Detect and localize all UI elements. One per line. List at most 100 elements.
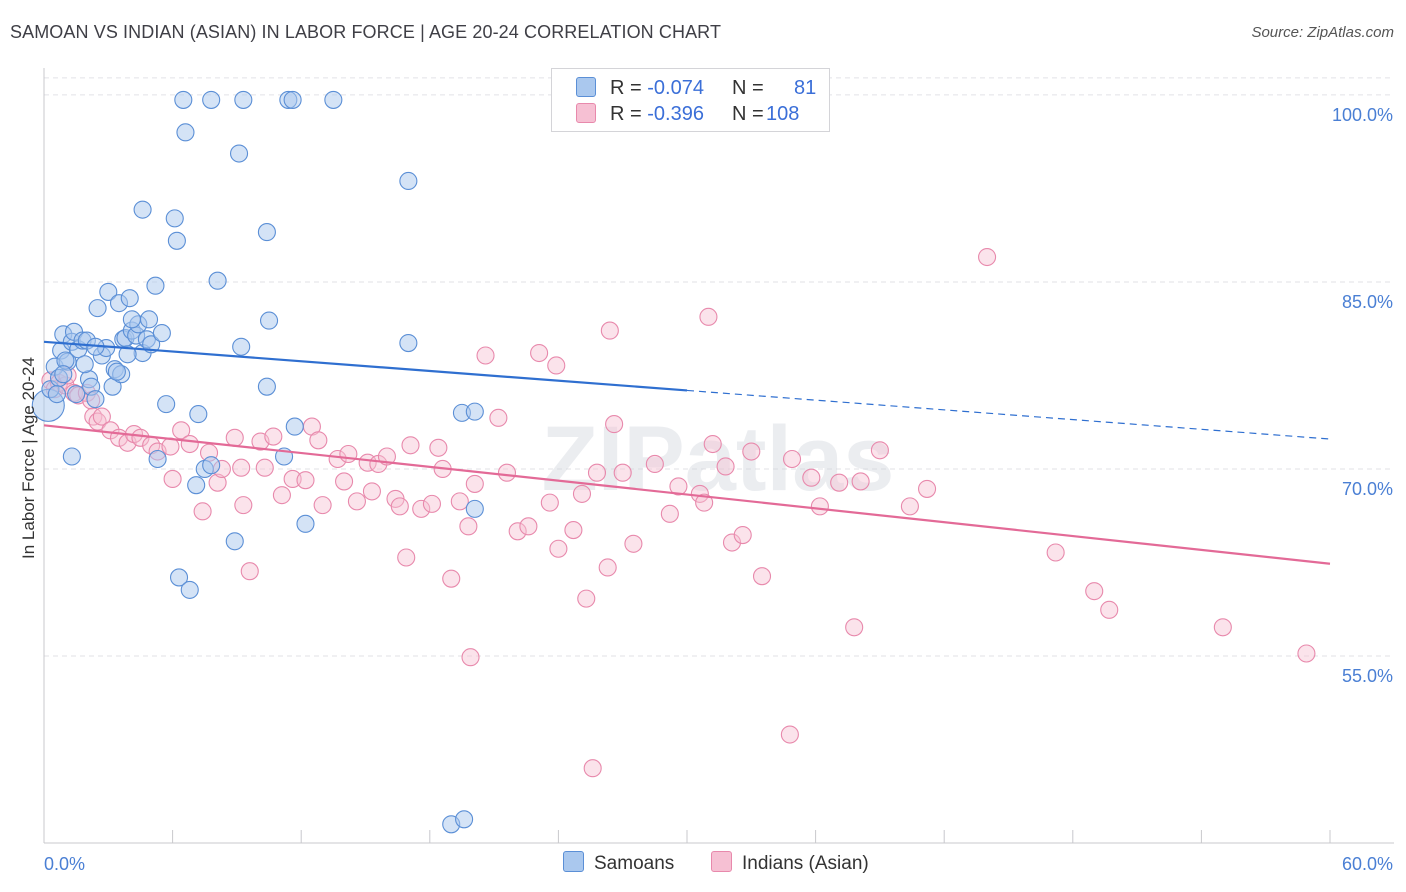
- indians-point: [163, 469, 182, 488]
- indians-point: [519, 517, 538, 536]
- samoans-point: [174, 90, 193, 109]
- y-tick-label: 70.0%: [1342, 479, 1393, 499]
- indians-point: [802, 468, 821, 487]
- indians-point: [234, 496, 253, 515]
- samoans-point: [47, 385, 66, 404]
- indians-point: [587, 463, 607, 482]
- legend-item-indians[interactable]: Indians (Asian): [711, 851, 869, 875]
- samoans-point: [120, 289, 139, 308]
- samoans-point: [189, 405, 208, 424]
- indians-point: [845, 618, 864, 637]
- trend-lines: [43, 340, 1331, 565]
- indians-point: [264, 427, 283, 446]
- samoans-point: [122, 310, 141, 329]
- indians-point: [225, 428, 244, 447]
- indians-point: [733, 525, 752, 545]
- indians-point: [703, 434, 722, 454]
- indians-point: [577, 589, 596, 608]
- samoans-point: [86, 390, 105, 409]
- indians-point: [810, 497, 829, 516]
- samoans-point: [229, 144, 249, 163]
- indians-point: [1085, 582, 1104, 601]
- indians-point: [465, 474, 484, 493]
- indians-point: [782, 449, 802, 469]
- indians-point: [830, 473, 849, 492]
- indians-point: [547, 356, 566, 375]
- r-value-indians: -0.396: [647, 103, 704, 125]
- indians-point: [605, 415, 624, 434]
- samoans-point: [232, 337, 251, 356]
- samoans-point: [455, 810, 474, 829]
- r-label: R =: [610, 103, 648, 125]
- y-tick-label: 55.0%: [1342, 666, 1393, 686]
- n-label: N =: [732, 77, 764, 99]
- samoans-point: [225, 532, 244, 551]
- samoans-point: [257, 223, 276, 242]
- samoans-point: [146, 276, 165, 295]
- samoans-point: [167, 231, 186, 250]
- legend-series: Samoans Indians (Asian): [0, 851, 1406, 877]
- indians-point: [549, 539, 568, 558]
- indians-point: [313, 496, 332, 515]
- indians-point: [296, 471, 315, 490]
- indians-point: [309, 431, 328, 450]
- indians-point: [870, 441, 889, 460]
- r-label: R =: [610, 77, 648, 99]
- indians-point: [339, 444, 358, 464]
- source-label: Source: ZipAtlas.com: [1251, 24, 1394, 41]
- samoans-swatch: [576, 77, 596, 97]
- samoans-point: [296, 514, 315, 533]
- legend-row-samoans: R = -0.074 N = 81: [576, 77, 816, 99]
- indians-point: [442, 569, 461, 588]
- indians-point: [583, 759, 602, 778]
- indians-point: [401, 436, 420, 455]
- indians-point: [489, 408, 508, 427]
- samoans-point: [180, 580, 199, 599]
- indians-points: [41, 247, 1316, 778]
- samoans-point: [62, 447, 81, 466]
- indians-point: [283, 469, 302, 488]
- chart-title: SAMOAN VS INDIAN (ASIAN) IN LABOR FORCE …: [10, 22, 722, 42]
- indians-point: [412, 499, 431, 518]
- samoans-point: [107, 362, 126, 381]
- indians-point: [1046, 543, 1065, 562]
- y-axis-label: In Labor Force | Age 20-24: [19, 357, 38, 559]
- samoans-point: [257, 377, 276, 396]
- indians-point: [780, 725, 799, 744]
- indians-point: [722, 533, 742, 552]
- indians-point: [461, 648, 480, 667]
- samoans-point: [465, 499, 484, 518]
- samoans-point: [259, 311, 279, 330]
- samoans-point: [399, 171, 418, 191]
- n-value-samoans: 81: [794, 77, 817, 99]
- samoans-point: [54, 365, 73, 384]
- samoans-point: [148, 449, 167, 469]
- samoans-point: [67, 385, 86, 404]
- indians-point: [240, 562, 259, 581]
- samoans-point: [139, 310, 159, 329]
- indians-trend-line: [43, 424, 1331, 565]
- indians-point: [918, 479, 937, 498]
- indians-point: [347, 492, 366, 511]
- samoans-point: [169, 568, 189, 587]
- indians-point: [429, 438, 448, 457]
- indians-point: [476, 346, 495, 365]
- samoans-point: [234, 90, 253, 109]
- samoans-point: [165, 209, 184, 228]
- y-tick-label: 100.0%: [1332, 105, 1393, 125]
- indians-point: [564, 521, 583, 540]
- r-value-samoans: -0.074: [647, 77, 704, 99]
- samoans-point: [75, 355, 94, 374]
- legend-item-samoans[interactable]: Samoans: [563, 851, 674, 875]
- samoans-point: [285, 417, 304, 436]
- n-label: N =: [732, 103, 764, 125]
- indians-point: [1213, 618, 1232, 637]
- indians-point: [255, 458, 274, 477]
- samoans-point: [283, 90, 302, 109]
- indians-swatch: [711, 851, 732, 872]
- indians-point: [362, 482, 381, 501]
- indians-point: [613, 463, 632, 482]
- samoans-swatch: [563, 851, 584, 872]
- indians-point: [508, 522, 527, 541]
- samoans-point: [118, 345, 137, 364]
